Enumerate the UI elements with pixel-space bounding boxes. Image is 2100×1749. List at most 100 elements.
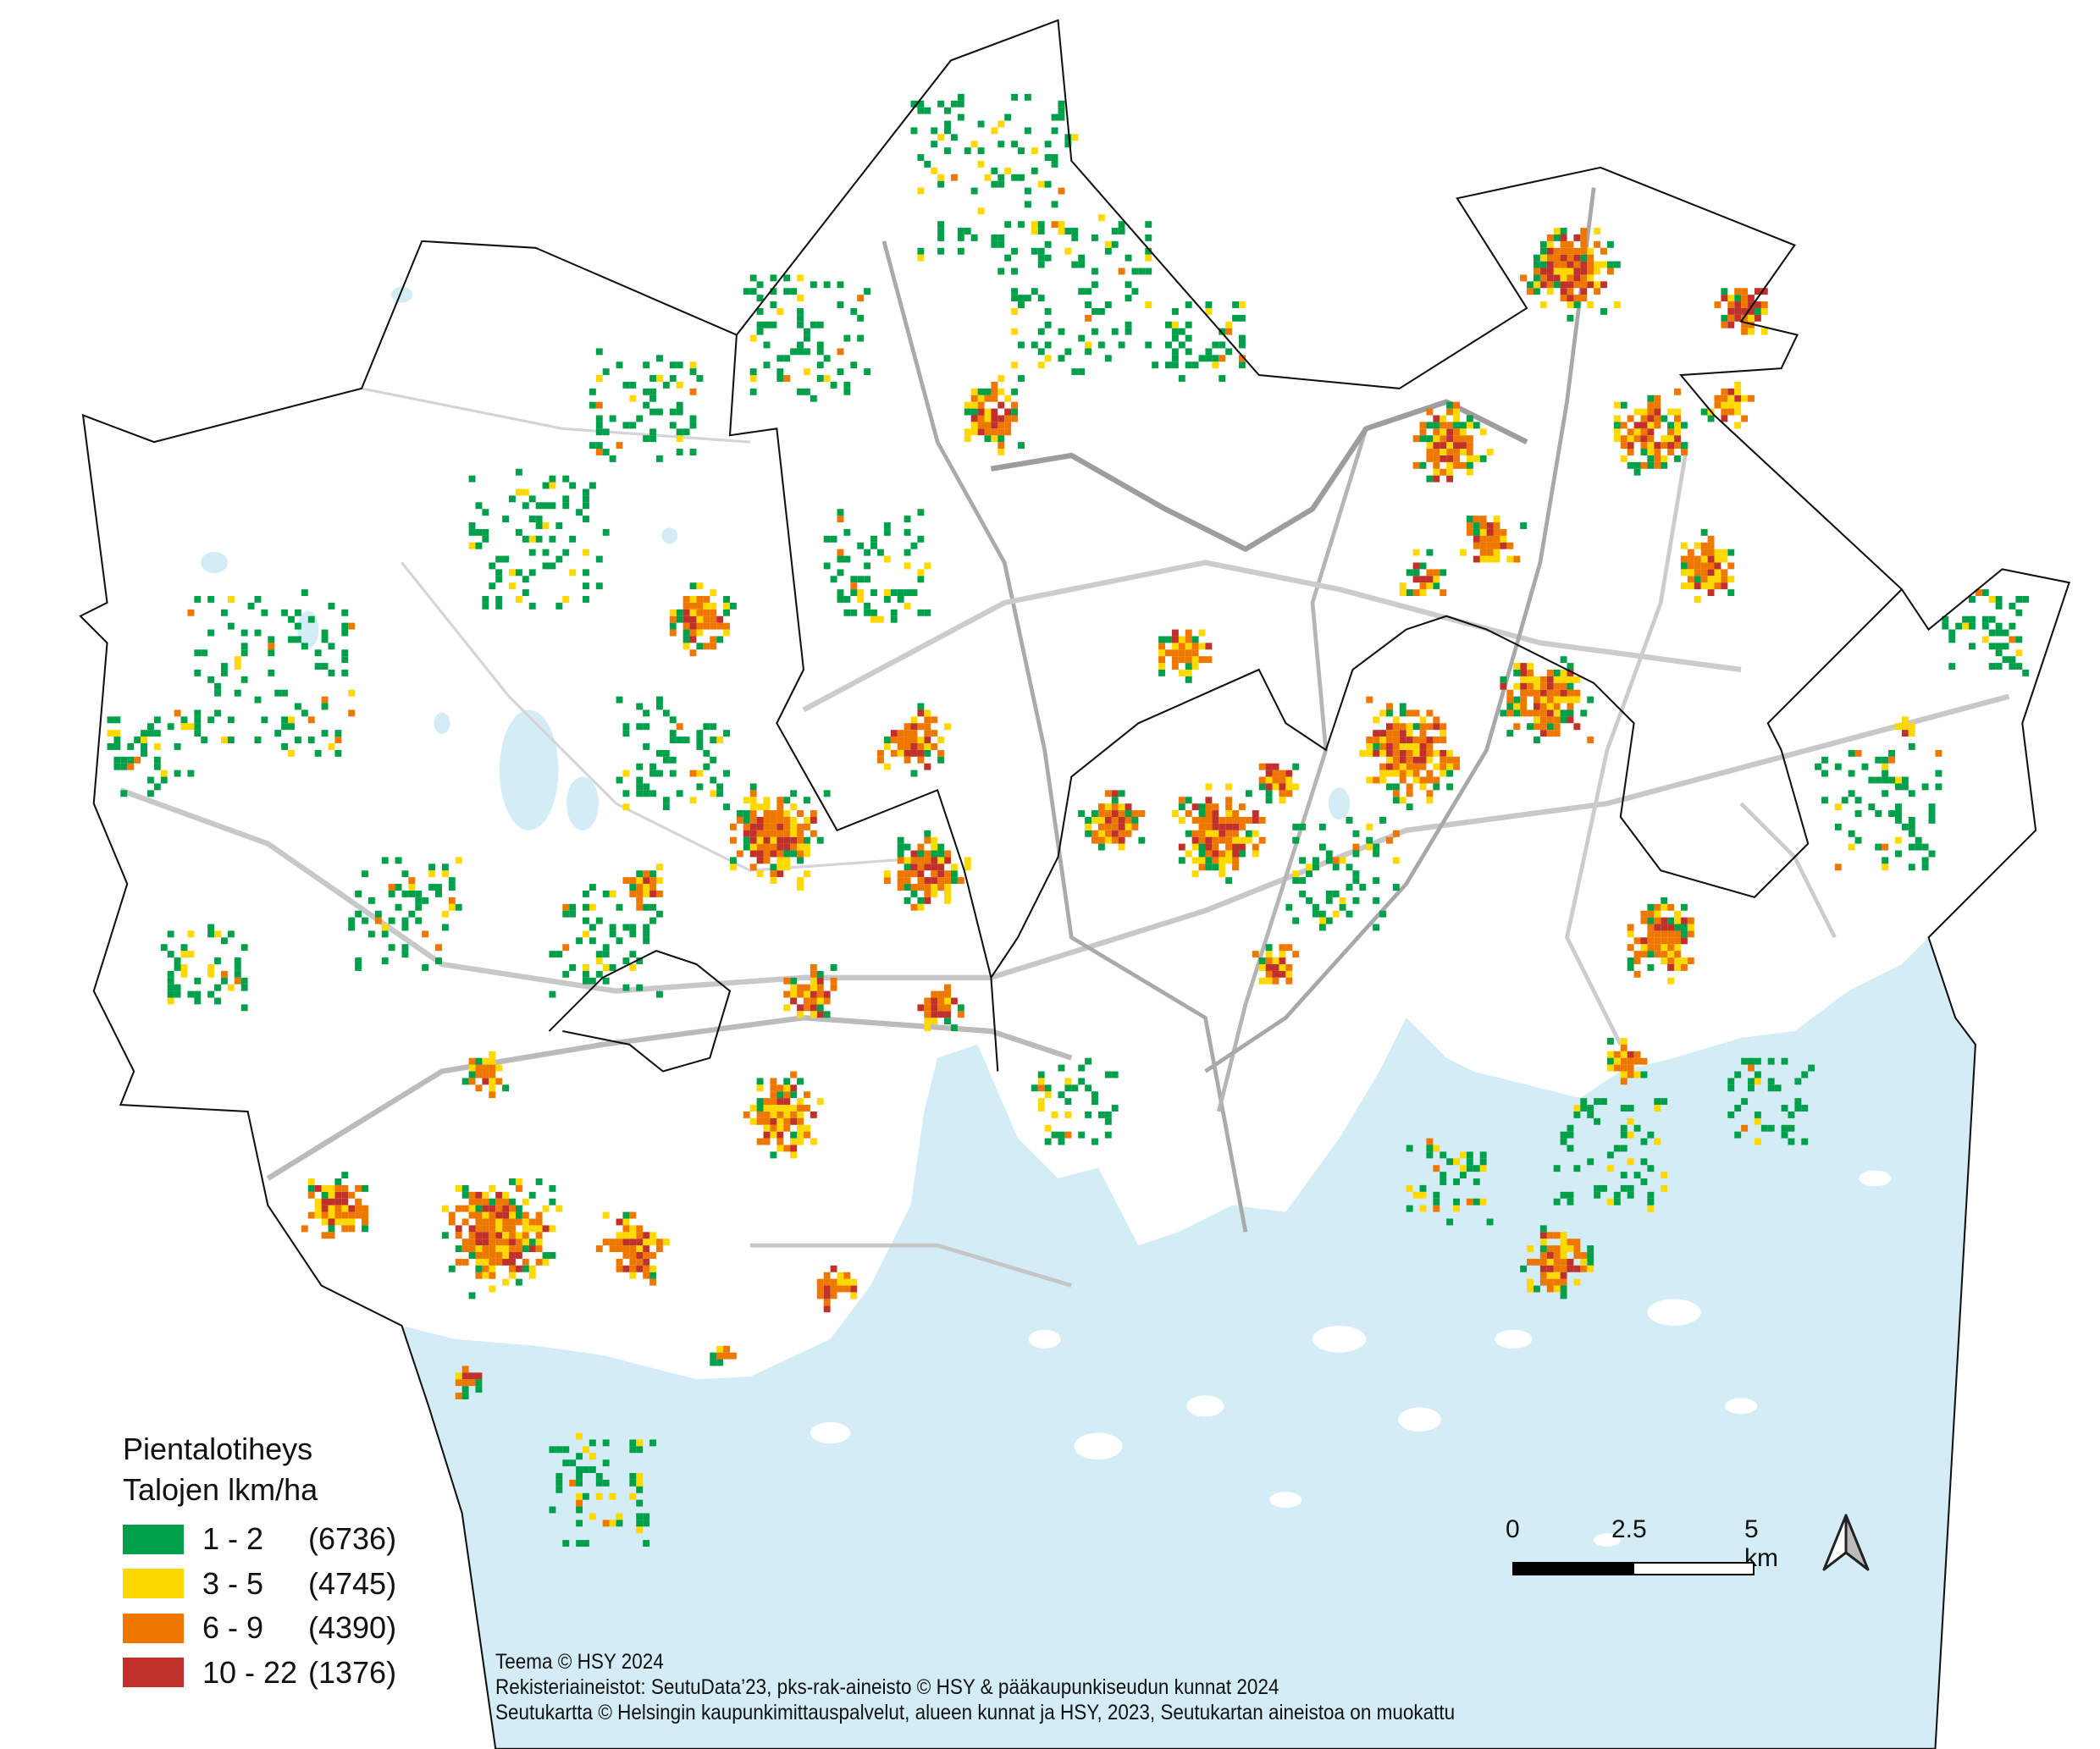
density-cell: [1841, 797, 1849, 804]
density-cell: [1901, 783, 1909, 791]
density-cell: [629, 1211, 637, 1219]
density-cell: [1606, 268, 1614, 275]
density-cell: [1131, 816, 1139, 824]
density-cell: [931, 870, 938, 878]
density-cell: [1721, 288, 1728, 295]
density-cell: [810, 321, 817, 328]
density-cell: [1406, 737, 1413, 743]
density-cell: [1560, 1232, 1567, 1239]
density-cell: [2009, 663, 2016, 670]
density-cell: [314, 663, 322, 670]
density-cell: [1988, 629, 1996, 637]
density-cell: [1158, 649, 1166, 657]
density-cell: [998, 234, 1005, 241]
density-cell: [636, 783, 644, 791]
density-cell: [1051, 160, 1058, 168]
density-cell: [837, 589, 844, 597]
density-cell: [1567, 663, 1574, 670]
density-cell: [991, 394, 998, 402]
density-cell: [649, 375, 656, 382]
density-cell: [1988, 643, 1996, 650]
density-cell: [528, 569, 536, 577]
density-cell: [998, 449, 1005, 455]
density-cell: [1318, 823, 1326, 830]
density-cell: [729, 857, 737, 864]
density-cell: [1573, 1165, 1581, 1172]
density-cell: [676, 737, 683, 743]
density-cell: [549, 1225, 556, 1233]
density-cell: [1613, 1064, 1621, 1072]
density-cell: [636, 957, 644, 964]
density-cell: [810, 810, 817, 817]
density-cell: [1433, 1205, 1440, 1212]
density-cell: [803, 1124, 810, 1132]
density-cell: [1539, 1239, 1547, 1246]
density-cell: [616, 696, 623, 703]
density-cell: [542, 502, 550, 510]
density-cell: [1097, 307, 1105, 315]
density-cell: [1178, 341, 1185, 349]
density-cell: [1004, 415, 1012, 422]
density-cell: [736, 810, 743, 817]
density-cell: [1125, 823, 1132, 830]
density-cell: [1205, 348, 1213, 356]
density-cell: [455, 1232, 462, 1239]
density-cell: [1225, 823, 1233, 830]
density-cell: [468, 1078, 476, 1085]
density-cell: [583, 495, 589, 503]
density-cell: [843, 381, 851, 389]
density-cell: [1279, 963, 1286, 971]
density-cell: [1219, 863, 1226, 871]
density-cell: [509, 1245, 516, 1253]
density-cell: [749, 368, 757, 376]
density-cell: [576, 1520, 583, 1527]
density-cell: [1279, 970, 1286, 978]
density-cell: [924, 857, 931, 864]
density-cell: [977, 160, 985, 168]
density-cell: [1433, 415, 1440, 422]
density-cell: [1754, 1111, 1761, 1118]
density-cell: [1044, 321, 1052, 328]
density-cell: [455, 1225, 462, 1233]
density-cell: [401, 924, 409, 931]
density-cell: [649, 890, 656, 897]
density-cell: [1620, 455, 1628, 462]
density-cell: [1279, 790, 1286, 797]
density-cell: [1513, 555, 1521, 563]
density-cell: [931, 990, 938, 998]
density-cell: [1882, 843, 1889, 851]
density-cell: [522, 1225, 529, 1233]
density-cell: [549, 1446, 556, 1454]
density-cell: [616, 442, 623, 450]
density-cell: [1058, 1138, 1065, 1145]
density-cell: [1667, 428, 1675, 436]
density-cell: [1580, 1098, 1588, 1106]
density-cell: [1011, 174, 1019, 181]
density-cell: [321, 1198, 329, 1206]
density-cell: [522, 1258, 529, 1266]
density-cell: [904, 737, 911, 743]
density-cell: [1419, 435, 1427, 443]
density-cell: [636, 763, 644, 770]
density-cell: [669, 361, 677, 369]
density-cell: [1573, 1239, 1581, 1246]
density-cell: [1125, 254, 1132, 262]
density-cell: [522, 535, 529, 543]
density-cell: [629, 1239, 637, 1246]
density-cell: [897, 589, 904, 597]
density-cell: [1493, 542, 1500, 549]
density-cell: [1064, 1078, 1072, 1085]
density-cell: [783, 1145, 791, 1152]
density-cell: [502, 1232, 510, 1239]
density-cell: [1212, 843, 1219, 851]
density-cell: [1198, 863, 1206, 871]
density-cell: [1118, 816, 1125, 824]
density-cell: [1071, 261, 1079, 268]
density-cell: [850, 582, 858, 590]
density-cell: [643, 870, 650, 878]
density-cell: [649, 870, 656, 878]
density-cell: [1185, 797, 1192, 804]
density-cell: [1788, 1124, 1795, 1132]
density-cell: [455, 857, 462, 864]
density-cell: [917, 737, 925, 743]
